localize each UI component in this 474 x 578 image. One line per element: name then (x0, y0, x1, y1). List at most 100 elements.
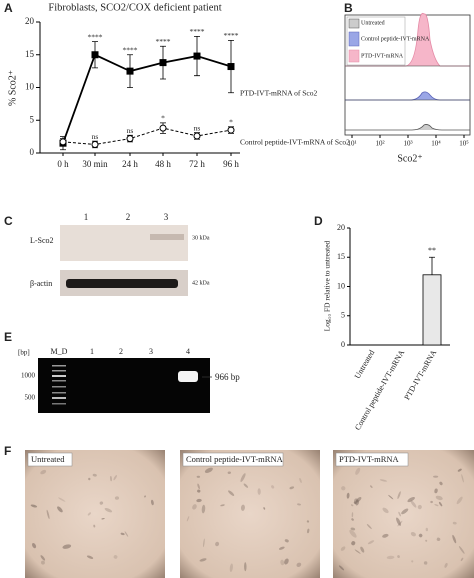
panel-letter: E (4, 330, 12, 344)
significance: **** (88, 32, 103, 41)
significance: **** (156, 37, 171, 46)
marker (227, 63, 235, 71)
y-tick-label: 10 (337, 281, 345, 290)
significance: ** (428, 246, 436, 255)
row-label: β-actin (30, 279, 52, 288)
lane-label: 2 (119, 347, 123, 356)
significance: * (229, 118, 233, 127)
series-label: PTD-IVT-mRNA of Sco2 (240, 89, 317, 98)
label-box (182, 452, 284, 467)
blot (60, 225, 188, 261)
gel (38, 358, 210, 413)
ladder (52, 365, 66, 405)
marker-label: 500 (25, 394, 36, 402)
x-axis-label: Sco2⁺ (397, 153, 422, 164)
marker-label: 1000 (21, 372, 36, 380)
significance: * (161, 114, 165, 123)
significance: ns (92, 132, 99, 141)
marker (59, 138, 67, 146)
error-bar (429, 256, 435, 275)
micrograph (25, 450, 165, 578)
marker (91, 140, 99, 148)
legend-label: Untreated (361, 20, 385, 26)
x-tick-label: Untreated (353, 348, 377, 380)
marker (159, 59, 167, 67)
lane-label: M_D (51, 347, 68, 356)
legend-swatch (348, 31, 360, 47)
marker (126, 67, 134, 75)
x-tick-label: 30 min (82, 159, 108, 169)
band-label: 966 bp (215, 372, 240, 382)
cells (30, 467, 465, 572)
legend-label: Control peptide-IVT-mRNA (361, 36, 430, 42)
panel-letter: F (4, 444, 11, 458)
lane-label: 2 (126, 212, 131, 222)
size-label: 42 kDa (192, 280, 210, 286)
x-tick-label: 10⁴ (431, 140, 441, 148)
blot-band (150, 234, 184, 240)
marker (159, 124, 167, 132)
x-tick-label: 10³ (403, 140, 412, 148)
y-tick-label: 5 (30, 114, 35, 124)
size-label: 30 kDa (192, 235, 210, 241)
legend-label: PTD-IVT-mRNA (361, 53, 404, 59)
panel-letter: B (344, 1, 353, 15)
significance: ns (194, 123, 201, 132)
x-tick-label: 10² (375, 140, 384, 148)
panel-letter: C (4, 214, 13, 228)
label-box (27, 452, 73, 467)
y-tick-label: 0 (30, 147, 35, 157)
x-tick-label: 96 h (223, 159, 239, 169)
x-tick-label: 10¹ (347, 140, 356, 148)
x-tick-label: 72 h (189, 159, 205, 169)
y-tick-label: 20 (25, 16, 35, 26)
y-axis-label: Log₁₀ FD relative to untreated (323, 240, 332, 331)
blot-band (66, 279, 178, 288)
lane-label: 3 (164, 212, 169, 222)
panel-letter: A (4, 1, 13, 15)
y-axis-label: % Sco2⁺ (7, 70, 18, 106)
series-label: Control peptide-IVT-mRNA of Sco2 (240, 138, 350, 147)
lane-label: 3 (149, 347, 153, 356)
significance: ns (127, 126, 134, 135)
label-box (335, 452, 409, 467)
x-tick-label: PTD-IVT-mRNA (402, 348, 438, 401)
image-label: Untreated (31, 454, 65, 464)
series-line (62, 127, 232, 145)
significance: **** (224, 31, 239, 40)
y-tick-label: 20 (337, 223, 345, 232)
legend-swatch (348, 49, 360, 63)
significance: **** (190, 27, 205, 36)
micrograph (180, 450, 320, 578)
flow-histogram (345, 12, 470, 67)
marker (126, 135, 134, 143)
x-tick-label: 0 h (57, 159, 69, 169)
bar (422, 274, 442, 346)
image-label: PTD-IVT-mRNA (339, 454, 400, 464)
micrograph (333, 450, 474, 578)
marker (91, 51, 99, 59)
y-tick-label: 10 (25, 82, 35, 92)
significance: **** (123, 45, 138, 54)
chart-title: Fibroblasts, SCO2/COX deficient patient (48, 2, 221, 13)
y-tick-label: 15 (25, 49, 35, 59)
lane-label: 1 (84, 212, 89, 222)
marker (193, 132, 201, 140)
flow-histogram (345, 124, 470, 131)
marker (227, 126, 235, 134)
image-label: Control peptide-IVT-mRNA (186, 454, 284, 464)
x-tick-label: 24 h (122, 159, 138, 169)
y-tick-label: 0 (341, 340, 345, 349)
legend-swatch (348, 18, 360, 29)
x-tick-label: 48 h (155, 159, 171, 169)
row-label: L-Sco2 (30, 236, 54, 245)
panel-letter: D (314, 214, 323, 228)
y-tick-label: 15 (337, 252, 345, 261)
unit-label: [bp] (18, 349, 30, 357)
lane-label: 1 (90, 347, 94, 356)
y-tick-label: 5 (341, 311, 345, 320)
series-line (62, 53, 232, 144)
flow-histogram (345, 91, 470, 101)
lane-label: 4 (186, 347, 190, 356)
